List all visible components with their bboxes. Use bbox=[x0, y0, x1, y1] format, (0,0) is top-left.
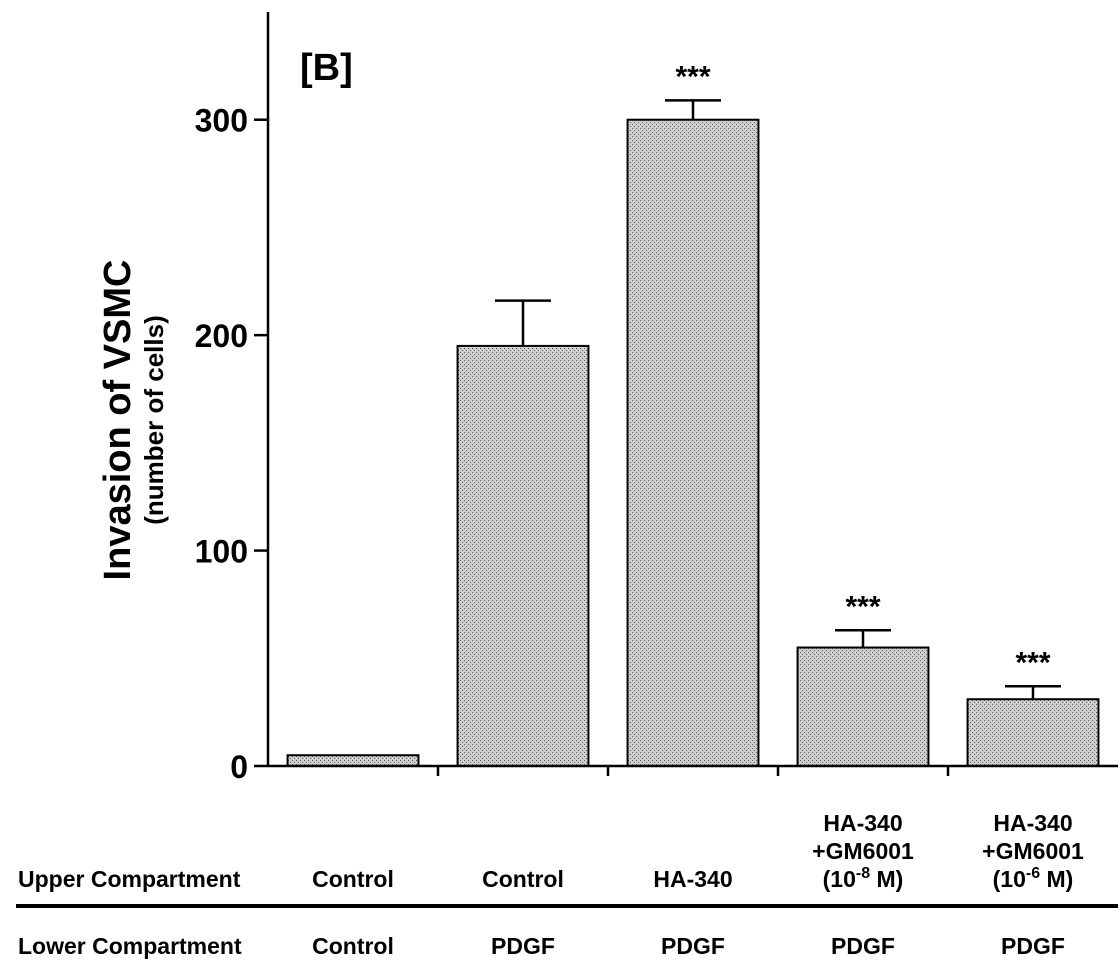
y-axis-title: Invasion of VSMC bbox=[97, 260, 139, 581]
bar bbox=[796, 646, 930, 767]
lower-compartment-value: PDGF bbox=[1001, 933, 1065, 959]
upper-compartment-value: HA-340 bbox=[823, 810, 902, 836]
y-tick-label: 0 bbox=[230, 749, 248, 785]
lower-compartment-value: PDGF bbox=[831, 933, 895, 959]
bar bbox=[966, 698, 1100, 768]
bar bbox=[286, 754, 420, 768]
upper-compartment-value: Control bbox=[312, 866, 394, 892]
bar bbox=[456, 344, 590, 767]
upper-compartment-concentration: (10-6 M) bbox=[993, 865, 1074, 892]
lower-compartment-value: PDGF bbox=[661, 933, 725, 959]
significance-marker: *** bbox=[1015, 646, 1050, 679]
upper-compartment-label: Upper Compartment bbox=[18, 866, 241, 892]
significance-marker: *** bbox=[675, 60, 710, 93]
lower-compartment-label: Lower Compartment bbox=[18, 933, 242, 959]
panel-label: [B] bbox=[300, 47, 353, 89]
y-tick-label: 200 bbox=[195, 318, 248, 354]
y-axis-subtitle: (number of cells) bbox=[139, 315, 169, 524]
upper-compartment-value: HA-340 bbox=[993, 810, 1072, 836]
bar bbox=[626, 118, 760, 767]
upper-compartment-concentration: (10-8 M) bbox=[823, 865, 904, 892]
significance-marker: *** bbox=[845, 590, 880, 623]
y-tick-label: 300 bbox=[195, 103, 248, 139]
y-tick-label: 100 bbox=[195, 534, 248, 570]
upper-compartment-value: Control bbox=[482, 866, 564, 892]
upper-compartment-value: +GM6001 bbox=[812, 838, 914, 864]
upper-compartment-value: HA-340 bbox=[653, 866, 732, 892]
lower-compartment-value: PDGF bbox=[491, 933, 555, 959]
lower-compartment-value: Control bbox=[312, 933, 394, 959]
upper-compartment-value: +GM6001 bbox=[982, 838, 1084, 864]
